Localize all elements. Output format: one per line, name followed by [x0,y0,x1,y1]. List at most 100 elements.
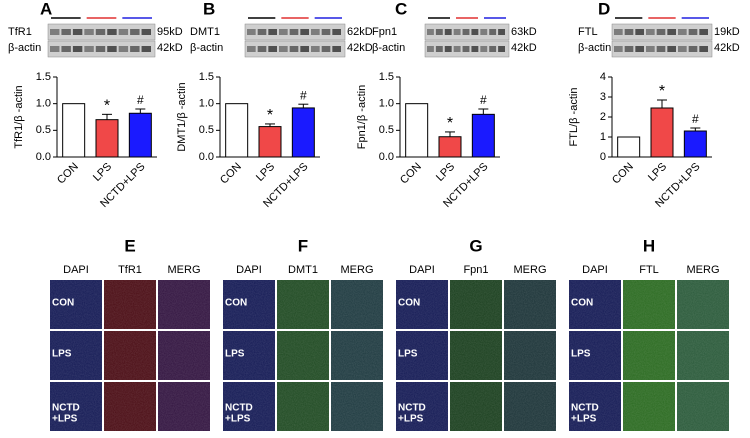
blot-band [84,29,94,35]
blot-band [50,46,60,52]
blot-band [84,46,94,52]
bar [683,130,707,158]
bar [438,136,462,158]
micrograph-texture [396,382,448,431]
micrograph-texture [277,280,329,329]
significance: * [659,83,665,100]
y-tick-label: 0.5 [199,124,214,136]
micrograph-texture [450,331,502,380]
significance: # [300,88,307,102]
blot-band [300,29,309,35]
column-label: MERG [341,264,374,276]
bar [291,107,315,158]
micrograph-texture [677,382,729,431]
row-label: LPS [571,349,591,360]
blot-band [72,29,83,35]
blot-band [141,29,151,35]
bar [650,107,674,158]
blot-band [453,29,461,35]
column-label: MERG [168,264,201,276]
row-label: +LPS [571,414,597,425]
y-tick-label: 0.5 [379,124,394,136]
y-tick-label: 1.0 [199,98,214,110]
bar [95,119,119,158]
blot-band [688,46,698,52]
blot-band [667,29,676,35]
column-label: DAPI [582,264,608,276]
bar [471,113,495,158]
row-label: CON [571,298,593,309]
micrograph-texture [450,280,502,329]
micrograph-texture [277,382,329,431]
blot-band [489,29,497,35]
y-tick-label: 1.0 [379,98,394,110]
significance: # [480,93,487,107]
panel-letter: F [298,236,308,255]
significance: * [267,107,273,124]
blot-band [498,46,505,52]
x-tick-label: CON [218,161,244,187]
blot-band [688,29,698,35]
y-tick-label: 1.5 [379,71,394,83]
significance: # [692,112,699,126]
kd-label: 95kD [157,26,183,38]
blot-label: β-actin [190,42,223,54]
blot-band [624,29,634,35]
blot-band [656,29,666,35]
blot-band [435,29,443,35]
blot-band [489,46,497,52]
micrograph-texture [331,382,383,431]
micrograph-texture [223,280,275,329]
blot-band [130,29,140,35]
blot-band [95,29,106,35]
column-label: FTL [639,264,659,276]
blot-band [646,29,655,35]
blot-band [289,29,299,35]
x-tick-label: CON [398,161,424,187]
micrograph-texture [158,382,210,431]
blot-band [268,46,277,52]
micrograph-texture [277,331,329,380]
y-tick-label: 0.0 [379,151,394,163]
micrograph-texture [569,382,621,431]
micrograph-texture [623,331,675,380]
blot-band [614,29,623,35]
y-tick-label: 0.5 [36,124,51,136]
column-label: DAPI [236,264,262,276]
x-tick-label: CON [610,161,636,187]
column-label: DAPI [63,264,89,276]
blot-band [635,46,644,52]
blot-band [95,46,106,52]
micrograph-texture [396,280,448,329]
x-tick-label: LPS [91,161,114,184]
blot-band [107,46,117,52]
kd-label: 42kD [157,42,183,54]
significance: * [447,115,453,132]
y-tick-label: 1.5 [199,71,214,83]
blot-band [72,46,83,52]
blot-band [279,46,288,52]
micrograph-texture [677,280,729,329]
panel-letter: C [395,0,407,18]
bar [617,136,641,158]
blot-label: β-actin [372,42,405,54]
y-axis-label: DMT1/β -actin [176,82,188,151]
row-label: +LPS [52,414,78,425]
micrograph-texture [569,280,621,329]
y-axis-label: TfR1/β -actin [13,85,25,148]
column-label: DMT1 [288,264,318,276]
blot-band [453,46,461,52]
significance: # [137,93,144,107]
blot-band [332,46,341,52]
micrograph-texture [504,280,556,329]
row-label: LPS [398,349,418,360]
blot-band [462,29,470,35]
blot-band [247,46,256,52]
bar [62,103,86,158]
micrograph-texture [569,331,621,380]
blot-band [321,46,331,52]
micrograph-texture [504,382,556,431]
blot-band [471,29,479,35]
row-label: +LPS [398,414,424,425]
